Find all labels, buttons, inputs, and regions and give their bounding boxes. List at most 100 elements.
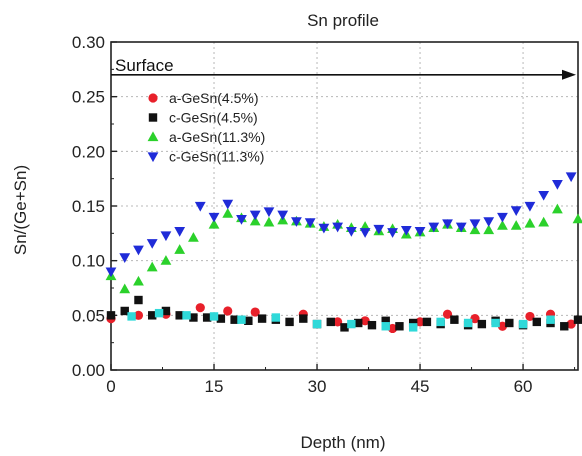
data-point [174, 244, 186, 254]
data-point [497, 321, 508, 331]
data-point [134, 295, 143, 305]
data-point [146, 239, 158, 249]
data-point [194, 201, 206, 212]
data-point [565, 172, 577, 183]
data-point [347, 319, 356, 329]
x-axis: 0 15 30 45 60 [106, 364, 576, 396]
data-point [572, 213, 582, 224]
data-point [230, 315, 239, 324]
data-point [161, 306, 171, 316]
data-point [340, 323, 349, 332]
legend-marker [147, 131, 159, 142]
data-point [312, 319, 322, 329]
data-point [182, 311, 191, 320]
data-point [408, 318, 418, 328]
data-point [189, 313, 198, 322]
y-tick-label: 0.25 [72, 88, 105, 107]
data-point [209, 312, 219, 321]
data-point [148, 311, 157, 320]
legend: a-GeSn(4.5%) c-GeSn(4.5%) a-GeSn(11.3%) c-G… [147, 90, 265, 165]
series-4 [127, 308, 555, 332]
data-point [120, 306, 129, 316]
data-point [436, 317, 445, 327]
data-point [175, 311, 184, 320]
data-point [442, 309, 453, 319]
data-point [483, 224, 495, 235]
series-3 [105, 172, 577, 278]
data-point [470, 314, 480, 324]
y-tick-label: 0.00 [72, 361, 105, 380]
data-point [202, 313, 212, 322]
data-point [524, 217, 536, 228]
surface-arrow-head [562, 69, 576, 80]
data-point [244, 316, 253, 325]
data-point [560, 322, 569, 331]
surface-annotation: Surface [111, 56, 576, 80]
data-point [119, 253, 131, 263]
data-point [551, 180, 563, 190]
data-point [477, 319, 487, 329]
x-tick-label: 15 [205, 377, 224, 396]
data-point [510, 206, 522, 216]
y-tick-label: 0.15 [72, 197, 105, 216]
data-point [518, 319, 528, 329]
x-axis-label: Depth (nm) [300, 433, 385, 452]
x-tick-label: 0 [106, 377, 115, 396]
data-point [222, 199, 234, 210]
data-point [442, 219, 453, 230]
data-point [249, 215, 261, 226]
data-point [414, 227, 426, 237]
data-point [381, 322, 390, 331]
data-point [538, 190, 550, 201]
data-point [263, 207, 275, 218]
data-point [546, 315, 555, 324]
legend-label: a-GeSn(4.5%) [169, 90, 258, 106]
x-tick-label: 60 [514, 377, 533, 396]
data-point [160, 231, 172, 242]
data-point [236, 215, 247, 225]
data-point [291, 217, 302, 227]
data-point [532, 317, 541, 327]
data-point [422, 317, 432, 327]
data-point [497, 212, 508, 223]
y-tick-label: 0.10 [72, 252, 105, 271]
data-point [263, 216, 275, 227]
y-tick-label: 0.05 [72, 306, 105, 325]
legend-label: c-GeSn(11.3%) [169, 149, 264, 165]
data-point [450, 315, 459, 324]
data-point [160, 255, 172, 265]
data-point [271, 313, 281, 322]
data-point [491, 318, 500, 328]
data-point [119, 283, 131, 294]
series-2 [105, 203, 582, 294]
y-tick-label: 0.20 [72, 142, 105, 161]
data-point [326, 317, 335, 327]
legend-marker [148, 113, 158, 122]
data-point [133, 310, 144, 320]
legend-marker [148, 93, 158, 103]
data-point [408, 323, 418, 332]
data-point [277, 210, 289, 221]
data-point [525, 311, 535, 322]
data-point [146, 261, 158, 272]
data-point [469, 219, 481, 230]
data-point [332, 222, 344, 233]
data-point [345, 227, 357, 237]
chart-title: Sn profile [307, 11, 379, 30]
data-point [469, 224, 481, 235]
data-point [381, 316, 390, 325]
y-axis: 0.00 0.05 0.10 0.15 0.20 0.25 0.30 [72, 33, 117, 380]
data-point [222, 208, 234, 218]
data-point [551, 203, 563, 214]
data-point [285, 317, 294, 327]
data-point [208, 212, 220, 223]
data-point [455, 222, 467, 233]
data-point [359, 228, 371, 238]
data-point [367, 320, 377, 330]
data-point [483, 217, 495, 227]
data-point [174, 227, 186, 237]
data-point [195, 303, 205, 313]
data-point [538, 216, 550, 227]
data-point [463, 318, 473, 328]
data-point [373, 224, 385, 235]
